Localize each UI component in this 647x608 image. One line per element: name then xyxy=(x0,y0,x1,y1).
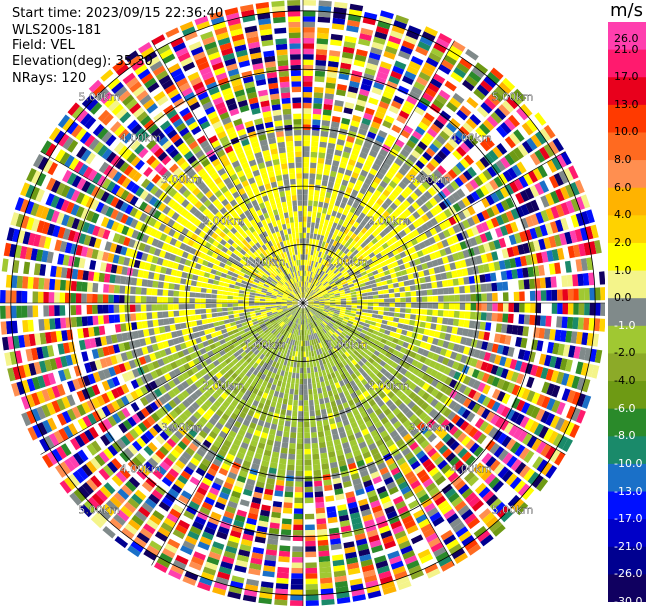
start-time-label: Start time: 2023/09/15 22:36:40 xyxy=(12,6,223,21)
colorbar-tick-label: -21.0 xyxy=(614,540,644,553)
colorbar-tick-label: -30.0 xyxy=(614,595,644,608)
colorbar-tick-label: 13.0 xyxy=(614,98,644,111)
colorbar-tick-label: -26.0 xyxy=(614,567,644,580)
colorbar-tick-label: 17.0 xyxy=(614,70,644,83)
range-ring-label: 5.00km xyxy=(492,504,534,517)
colorbar-tick-label: 6.0 xyxy=(614,181,644,194)
colorbar-tick-label: -2.0 xyxy=(614,346,644,359)
colorbar-tick-label: 4.0 xyxy=(614,208,644,221)
colorbar-tick-label: -1.0 xyxy=(614,319,644,332)
colorbar-tick-label: -6.0 xyxy=(614,402,644,415)
colorbar-tick-label: 8.0 xyxy=(614,153,644,166)
range-ring-label: 4.00km xyxy=(120,462,162,475)
colorbar-tick-label: 0.0 xyxy=(614,291,644,304)
range-ring-label: 5.00km xyxy=(492,90,534,103)
colorbar-tick-label: 10.0 xyxy=(614,125,644,138)
range-ring-label: 3.00km xyxy=(161,173,203,186)
range-ring-label: 1.00km xyxy=(326,256,368,269)
range-ring-label: 4.00km xyxy=(120,132,162,145)
colorbar-tick-label: -17.0 xyxy=(614,512,644,525)
range-ring-label: 1.00km xyxy=(244,256,286,269)
colorbar-tick-label: -10.0 xyxy=(614,457,644,470)
range-ring-label: 1.00km xyxy=(326,338,368,351)
range-ring-label: 2.00km xyxy=(368,380,410,393)
range-ring-label: 3.00km xyxy=(161,421,203,434)
colorbar-tick-label: -4.0 xyxy=(614,374,644,387)
range-ring-label: 2.00km xyxy=(202,214,244,227)
field-label: Field: VEL xyxy=(12,38,75,53)
range-ring-label: 2.00km xyxy=(202,380,244,393)
range-ring-label: 3.00km xyxy=(409,173,451,186)
colorbar-tick-label: 2.0 xyxy=(614,236,644,249)
colorbar-tick-label: -8.0 xyxy=(614,429,644,442)
range-ring-label: 5.00km xyxy=(78,90,120,103)
range-ring-label: 5.00km xyxy=(78,504,120,517)
elevation-label: Elevation(deg): 35.30 xyxy=(12,54,153,69)
range-ring-label: 1.00km xyxy=(244,338,286,351)
colorbar-tick-label: 1.0 xyxy=(614,264,644,277)
radar-ppi-plot: 1.00km 1.00km 1.00km 1.00km 2.00km 2.00km 2.00… xyxy=(0,0,605,607)
range-ring-label: 3.00km xyxy=(409,421,451,434)
range-ring-label: 4.00km xyxy=(450,462,492,475)
range-ring-label: 2.00km xyxy=(368,214,410,227)
colorbar-tick-label: -13.0 xyxy=(614,485,644,498)
range-ring-label: 4.00km xyxy=(450,132,492,145)
nrays-label: NRays: 120 xyxy=(12,71,86,86)
colorbar-unit: m/s xyxy=(610,0,643,21)
colorbar-tick-label: 21.0 xyxy=(614,43,644,56)
instrument-label: WLS200s-181 xyxy=(12,23,101,38)
